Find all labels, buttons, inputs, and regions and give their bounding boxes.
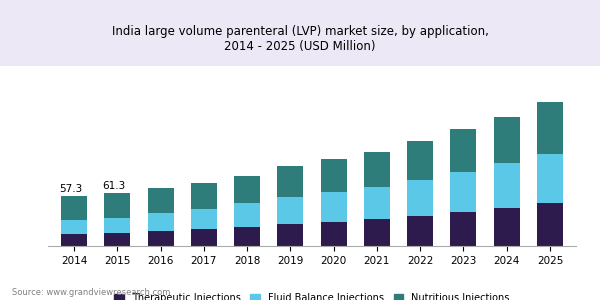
Text: Source: www.grandviewresearch.com: Source: www.grandviewresearch.com <box>12 288 170 297</box>
Bar <box>148 212 173 231</box>
Bar <box>494 163 520 208</box>
Bar <box>451 129 476 172</box>
Text: India large volume parenteral (LVP) market size, by application,
2014 - 2025 (US: India large volume parenteral (LVP) mark… <box>112 25 488 53</box>
Text: 61.3: 61.3 <box>102 181 125 191</box>
Bar <box>104 218 130 233</box>
Bar <box>277 224 304 246</box>
Text: 57.3: 57.3 <box>59 184 82 194</box>
Bar <box>494 208 520 246</box>
Bar <box>451 172 476 212</box>
Bar <box>537 154 563 203</box>
Bar <box>320 222 347 246</box>
Bar <box>104 193 130 218</box>
Bar <box>364 152 390 187</box>
Bar <box>234 227 260 246</box>
Bar <box>407 141 433 180</box>
Bar <box>148 231 173 246</box>
Bar <box>537 203 563 246</box>
Bar <box>407 215 433 246</box>
Bar <box>320 159 347 192</box>
Bar <box>234 176 260 203</box>
Bar <box>364 187 390 219</box>
Bar <box>61 220 87 234</box>
Bar <box>191 183 217 208</box>
Bar <box>407 180 433 215</box>
Bar <box>61 234 87 246</box>
Bar <box>320 192 347 222</box>
Bar <box>277 167 304 197</box>
Bar <box>191 208 217 229</box>
Bar <box>191 229 217 246</box>
Bar <box>277 197 304 224</box>
Bar <box>61 196 87 220</box>
Bar <box>537 102 563 154</box>
Legend: Therapeutic Injections, Fluid Balance Injections, Nutritious Injections: Therapeutic Injections, Fluid Balance In… <box>110 289 514 300</box>
Bar <box>104 233 130 246</box>
Bar <box>148 188 173 212</box>
Bar <box>234 203 260 227</box>
Bar <box>494 117 520 163</box>
Bar <box>451 212 476 246</box>
Bar <box>364 219 390 246</box>
